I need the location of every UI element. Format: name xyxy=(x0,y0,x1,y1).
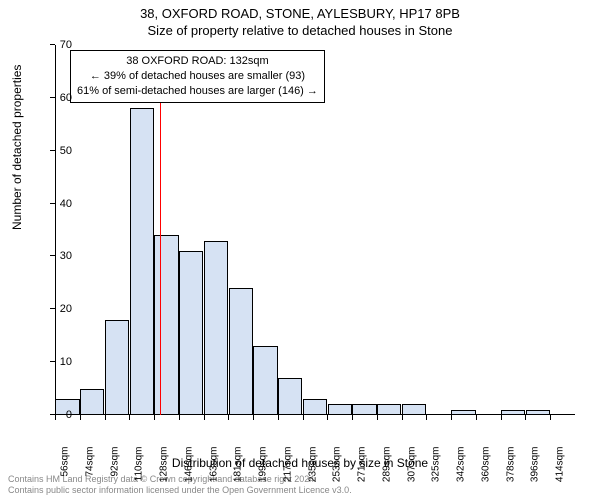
y-tick-label: 50 xyxy=(60,145,72,157)
x-tick xyxy=(501,415,502,420)
x-tick xyxy=(426,415,427,420)
histogram-bar xyxy=(204,241,228,415)
x-tick-label: 163sqm xyxy=(208,447,219,487)
x-tick xyxy=(204,415,205,420)
reference-line xyxy=(160,78,161,415)
x-tick xyxy=(55,415,56,420)
x-tick xyxy=(476,415,477,420)
histogram-bar xyxy=(501,410,525,415)
y-tick-label: 20 xyxy=(60,303,72,315)
histogram-bar xyxy=(154,235,178,415)
x-tick xyxy=(327,415,328,420)
y-tick-label: 30 xyxy=(60,250,72,262)
histogram-chart: 38, OXFORD ROAD, STONE, AYLESBURY, HP17 … xyxy=(0,0,600,500)
plot-area: 38 OXFORD ROAD: 132sqm← 39% of detached … xyxy=(55,45,575,415)
x-tick-label: 199sqm xyxy=(258,447,269,487)
x-tick xyxy=(352,415,353,420)
footer-line-2: Contains public sector information licen… xyxy=(8,485,352,497)
x-tick xyxy=(402,415,403,420)
x-tick-label: 271sqm xyxy=(357,447,368,487)
x-tick xyxy=(550,415,551,420)
y-tick-label: 10 xyxy=(60,356,72,368)
histogram-bar xyxy=(377,404,401,415)
histogram-bar xyxy=(303,399,327,415)
x-tick-label: 396sqm xyxy=(530,447,541,487)
x-tick xyxy=(253,415,254,420)
x-tick xyxy=(80,415,81,420)
y-tick-label: 70 xyxy=(60,39,72,51)
x-tick xyxy=(154,415,155,420)
x-tick xyxy=(525,415,526,420)
histogram-bar xyxy=(105,320,129,415)
y-tick-label: 0 xyxy=(66,409,72,421)
x-tick-label: 128sqm xyxy=(159,447,170,487)
x-tick-label: 325sqm xyxy=(431,447,442,487)
x-tick-label: 146sqm xyxy=(183,447,194,487)
x-tick-label: 414sqm xyxy=(555,447,566,487)
histogram-bar xyxy=(451,410,475,415)
x-tick-label: 181sqm xyxy=(233,447,244,487)
histogram-bar xyxy=(130,108,154,415)
annotation-line-1: 38 OXFORD ROAD: 132sqm xyxy=(77,54,318,69)
x-tick-label: 56sqm xyxy=(60,447,71,487)
x-tick-label: 235sqm xyxy=(307,447,318,487)
x-tick-label: 217sqm xyxy=(282,447,293,487)
histogram-bar xyxy=(179,251,203,415)
y-tick-label: 40 xyxy=(60,198,72,210)
histogram-bar xyxy=(402,404,426,415)
histogram-bar xyxy=(253,346,277,415)
x-tick-label: 360sqm xyxy=(480,447,491,487)
x-tick-label: 289sqm xyxy=(381,447,392,487)
y-tick xyxy=(50,44,55,45)
y-axis-line xyxy=(55,45,56,415)
y-tick xyxy=(50,150,55,151)
y-tick-label: 60 xyxy=(60,92,72,104)
histogram-bar xyxy=(80,389,104,415)
chart-subtitle: Size of property relative to detached ho… xyxy=(0,23,600,38)
x-tick-label: 92sqm xyxy=(109,447,120,487)
x-tick xyxy=(303,415,304,420)
x-tick-label: 307sqm xyxy=(406,447,417,487)
y-tick xyxy=(50,203,55,204)
y-tick xyxy=(50,308,55,309)
x-tick-label: 253sqm xyxy=(332,447,343,487)
x-tick xyxy=(377,415,378,420)
chart-title: 38, OXFORD ROAD, STONE, AYLESBURY, HP17 … xyxy=(0,6,600,21)
y-tick xyxy=(50,361,55,362)
y-tick xyxy=(50,97,55,98)
histogram-bar xyxy=(352,404,376,415)
x-tick xyxy=(451,415,452,420)
histogram-bar xyxy=(328,404,352,415)
y-tick xyxy=(50,255,55,256)
x-tick xyxy=(179,415,180,420)
x-tick xyxy=(129,415,130,420)
annotation-box: 38 OXFORD ROAD: 132sqm← 39% of detached … xyxy=(70,50,325,103)
x-tick xyxy=(278,415,279,420)
y-axis-label: Number of detached properties xyxy=(10,65,24,230)
x-tick-label: 378sqm xyxy=(505,447,516,487)
x-tick-label: 342sqm xyxy=(456,447,467,487)
x-tick xyxy=(228,415,229,420)
x-tick-label: 110sqm xyxy=(134,447,145,487)
x-tick xyxy=(105,415,106,420)
histogram-bar xyxy=(278,378,302,415)
annotation-line-2: ← 39% of detached houses are smaller (93… xyxy=(77,69,318,84)
annotation-line-3: 61% of semi-detached houses are larger (… xyxy=(77,84,318,99)
x-tick-label: 74sqm xyxy=(84,447,95,487)
histogram-bar xyxy=(229,288,253,415)
histogram-bar xyxy=(526,410,550,415)
